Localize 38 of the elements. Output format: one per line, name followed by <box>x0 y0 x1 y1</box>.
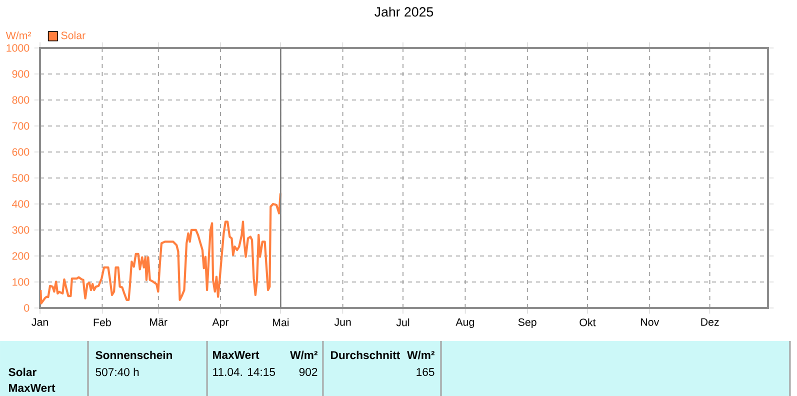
x-tick-label: Mär <box>150 318 168 326</box>
text: 507:40 h <box>96 368 139 376</box>
y-tick-label: 0 <box>24 304 30 312</box>
x-tick-label: Jul <box>396 318 410 326</box>
y-tick-label: 1000 <box>6 44 30 52</box>
x-tick-label: Nov <box>641 318 660 326</box>
text: MaxWert <box>213 351 260 359</box>
x-tick-label: Apr <box>212 318 229 328</box>
y-tick-label: 300 <box>12 226 30 234</box>
text: Durchschnitt <box>331 350 400 360</box>
text: Solar <box>8 368 36 376</box>
line-series <box>40 192 282 304</box>
x-tick-label: Feb <box>94 318 111 326</box>
x-tick-label: Mai <box>272 318 289 326</box>
x-tick-label: Okt <box>580 318 596 326</box>
y-tick-label: 900 <box>12 70 30 78</box>
x-tick-label: Dez <box>701 318 719 326</box>
text: Sonnenschein <box>96 350 172 360</box>
text: 11.04. 14:15 <box>213 368 276 376</box>
x-tick-label: Aug <box>456 318 474 328</box>
y-tick-label: 600 <box>12 148 30 156</box>
y-tick-label: 400 <box>12 200 30 208</box>
chart-title: Jahr 2025 <box>374 6 434 17</box>
text: 902 <box>299 368 318 376</box>
y-tick-label: 800 <box>12 96 30 104</box>
y-tick-label: 200 <box>12 252 30 260</box>
x-tick-label: Jun <box>334 318 351 326</box>
x-tick-label: Jan <box>32 318 48 326</box>
y-tick-label: 700 <box>12 122 30 130</box>
text: MaxWert <box>9 384 56 392</box>
text: W/m² <box>290 350 318 360</box>
text: 165 <box>416 368 434 376</box>
y-tick-label: 100 <box>12 278 30 286</box>
legend-label: Solar <box>61 31 86 40</box>
y-tick-label: 500 <box>12 174 30 182</box>
x-tick-label: Sep <box>518 318 536 328</box>
y-axis-title: W/m² <box>6 31 32 40</box>
text: W/m² <box>407 350 434 360</box>
